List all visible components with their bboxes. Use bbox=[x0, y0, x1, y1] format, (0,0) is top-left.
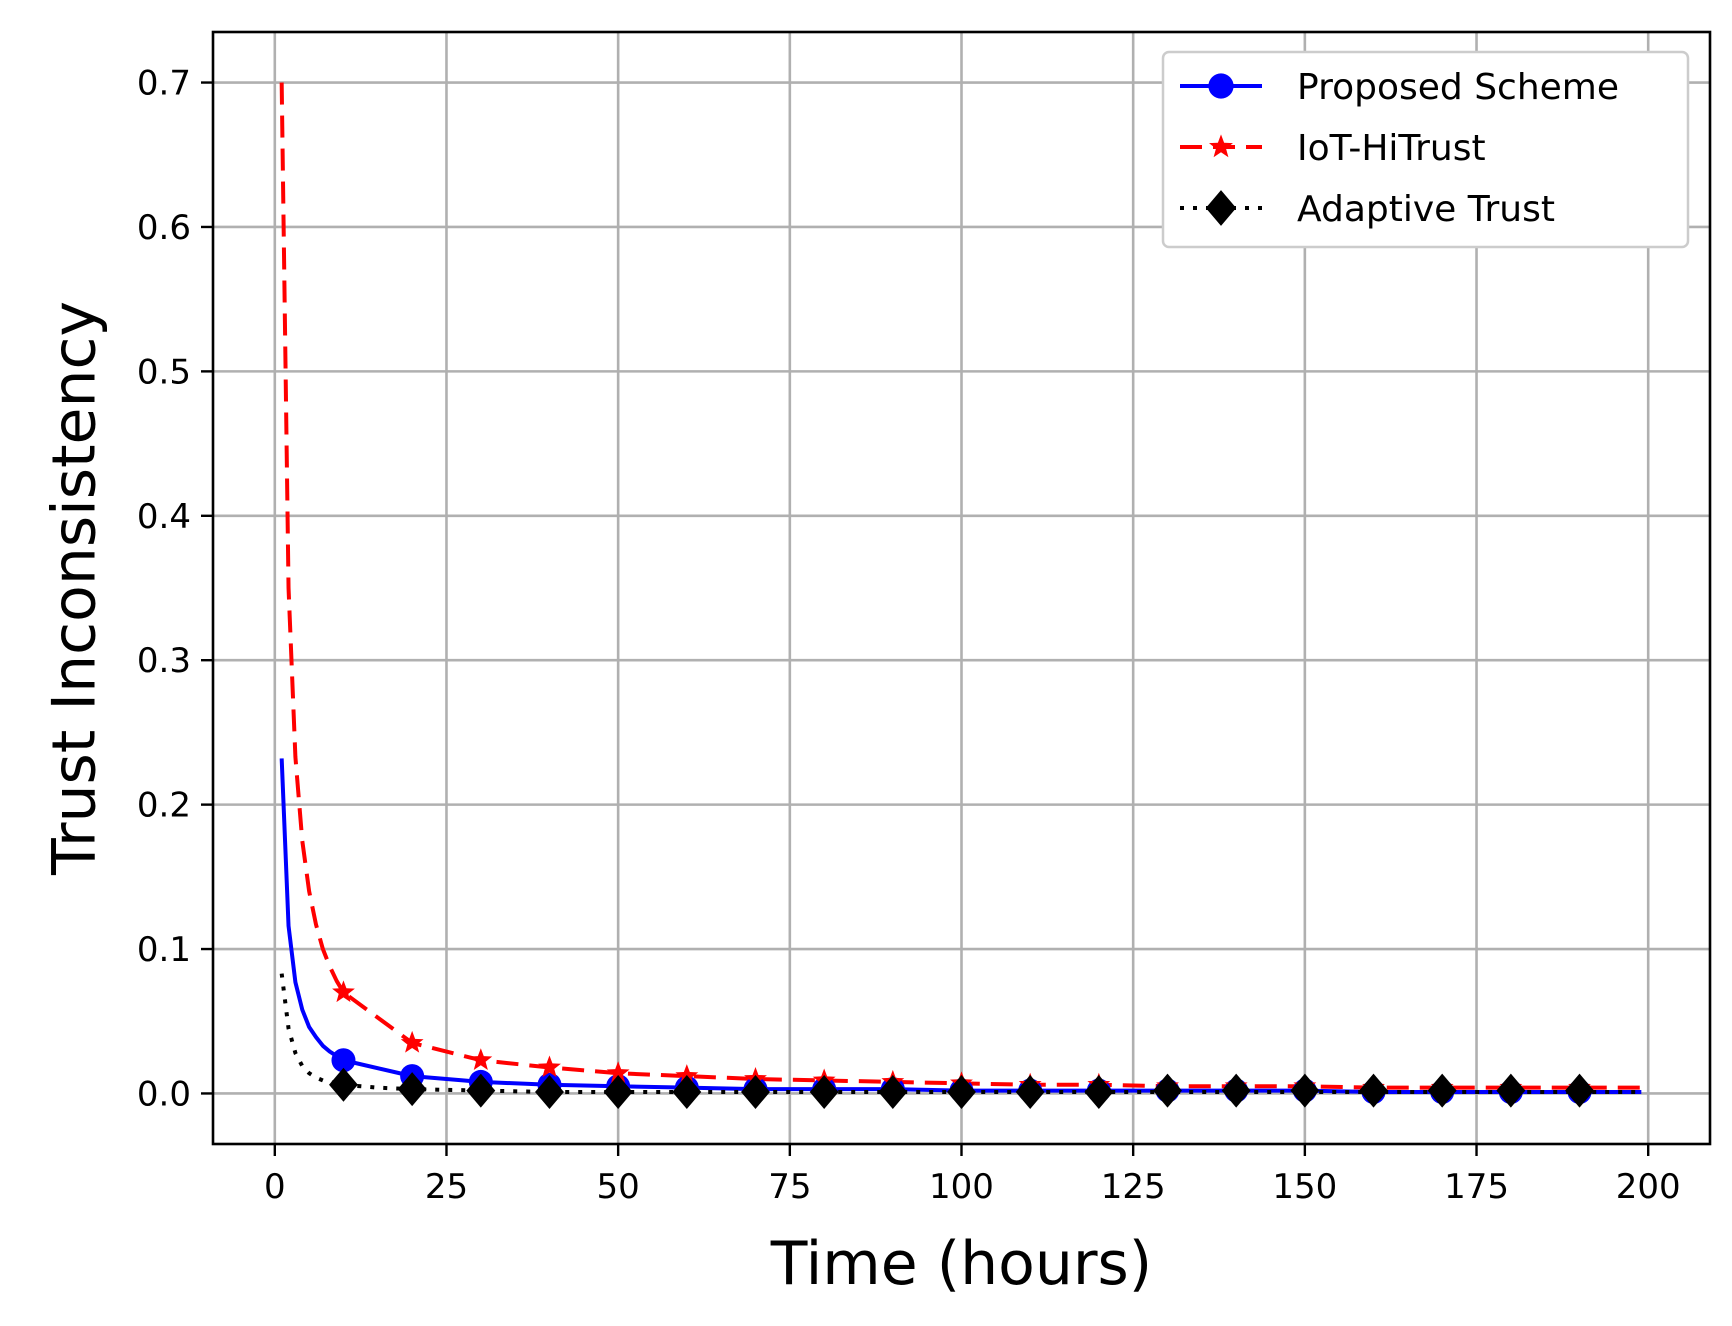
data-point bbox=[1153, 1073, 1182, 1108]
data-point bbox=[1290, 1073, 1320, 1108]
data-point bbox=[397, 1072, 427, 1107]
series-line bbox=[279, 82, 1642, 1090]
x-tick-label: 150 bbox=[1272, 1167, 1337, 1207]
x-tick-label: 100 bbox=[929, 1167, 994, 1207]
data-point bbox=[331, 1048, 356, 1073]
x-tick-label: 50 bbox=[597, 1167, 640, 1207]
data-point bbox=[1221, 1073, 1251, 1108]
series-markers bbox=[329, 1067, 1594, 1110]
x-tick-label: 125 bbox=[1101, 1167, 1166, 1207]
legend-entry-proposed-scheme: Proposed Scheme bbox=[1180, 67, 1619, 108]
legend-label: Proposed Scheme bbox=[1297, 67, 1619, 108]
ticks: 0 25 50 75 100 125 150 175 200 0.0 0.1 0.2 0.3 0.4 0.5… bbox=[137, 64, 1681, 1207]
y-tick-label: 0.7 bbox=[137, 64, 191, 104]
legend-box bbox=[1161, 50, 1690, 249]
data-point bbox=[400, 1030, 424, 1053]
y-tick-label: 0.4 bbox=[137, 497, 191, 537]
x-tick-label: 75 bbox=[768, 1167, 811, 1207]
legend-entry-adaptive-trust: Adaptive Trust bbox=[1180, 189, 1555, 230]
data-point bbox=[332, 980, 355, 1003]
data-point bbox=[469, 1048, 493, 1070]
legend-marker bbox=[1208, 73, 1234, 99]
y-tick-label: 0.0 bbox=[137, 1074, 191, 1114]
series-iot-hitrust bbox=[279, 82, 1642, 1090]
series-layer bbox=[279, 82, 1642, 1110]
y-tick-label: 0.5 bbox=[137, 352, 191, 392]
legend-swatch-marker bbox=[1208, 73, 1234, 99]
x-axis-label: Time (hours) bbox=[770, 1229, 1152, 1299]
x-tick-label: 25 bbox=[425, 1167, 468, 1207]
data-point bbox=[466, 1073, 496, 1108]
data-point bbox=[672, 1075, 702, 1110]
y-axis-label: Trust Inconsistency bbox=[40, 301, 110, 876]
y-tick-label: 0.1 bbox=[137, 930, 191, 970]
data-point bbox=[603, 1075, 633, 1110]
data-point bbox=[675, 1064, 699, 1086]
data-point bbox=[538, 1055, 561, 1078]
y-tick-label: 0.6 bbox=[137, 208, 191, 248]
data-point bbox=[1496, 1073, 1526, 1108]
legend-swatch-marker bbox=[1205, 190, 1237, 226]
data-point bbox=[1084, 1075, 1114, 1110]
legend-entry-iot-hitrust: IoT-HiTrust bbox=[1180, 128, 1486, 169]
data-point bbox=[878, 1075, 908, 1110]
data-point bbox=[606, 1061, 630, 1083]
data-point bbox=[1015, 1075, 1045, 1110]
legend-marker bbox=[1205, 190, 1237, 226]
data-point bbox=[329, 1067, 358, 1102]
data-point bbox=[809, 1075, 839, 1110]
legend-swatch-marker bbox=[1209, 134, 1233, 158]
data-point bbox=[535, 1075, 564, 1110]
legend-label: Adaptive Trust bbox=[1297, 189, 1555, 230]
data-point bbox=[947, 1075, 976, 1110]
legend-marker bbox=[1209, 134, 1233, 158]
data-point bbox=[741, 1075, 770, 1110]
data-point bbox=[1427, 1073, 1457, 1108]
x-tick-label: 175 bbox=[1444, 1167, 1509, 1207]
x-tick-label: 200 bbox=[1616, 1167, 1681, 1207]
legend: Proposed Scheme IoT-HiTrust Adaptive Tru… bbox=[1161, 50, 1690, 249]
x-tick-label: 0 bbox=[264, 1167, 286, 1207]
y-tick-label: 0.3 bbox=[137, 641, 191, 681]
data-point bbox=[1359, 1073, 1388, 1108]
data-point bbox=[1565, 1073, 1594, 1108]
y-tick-label: 0.2 bbox=[137, 786, 191, 826]
legend-label: IoT-HiTrust bbox=[1297, 128, 1486, 169]
